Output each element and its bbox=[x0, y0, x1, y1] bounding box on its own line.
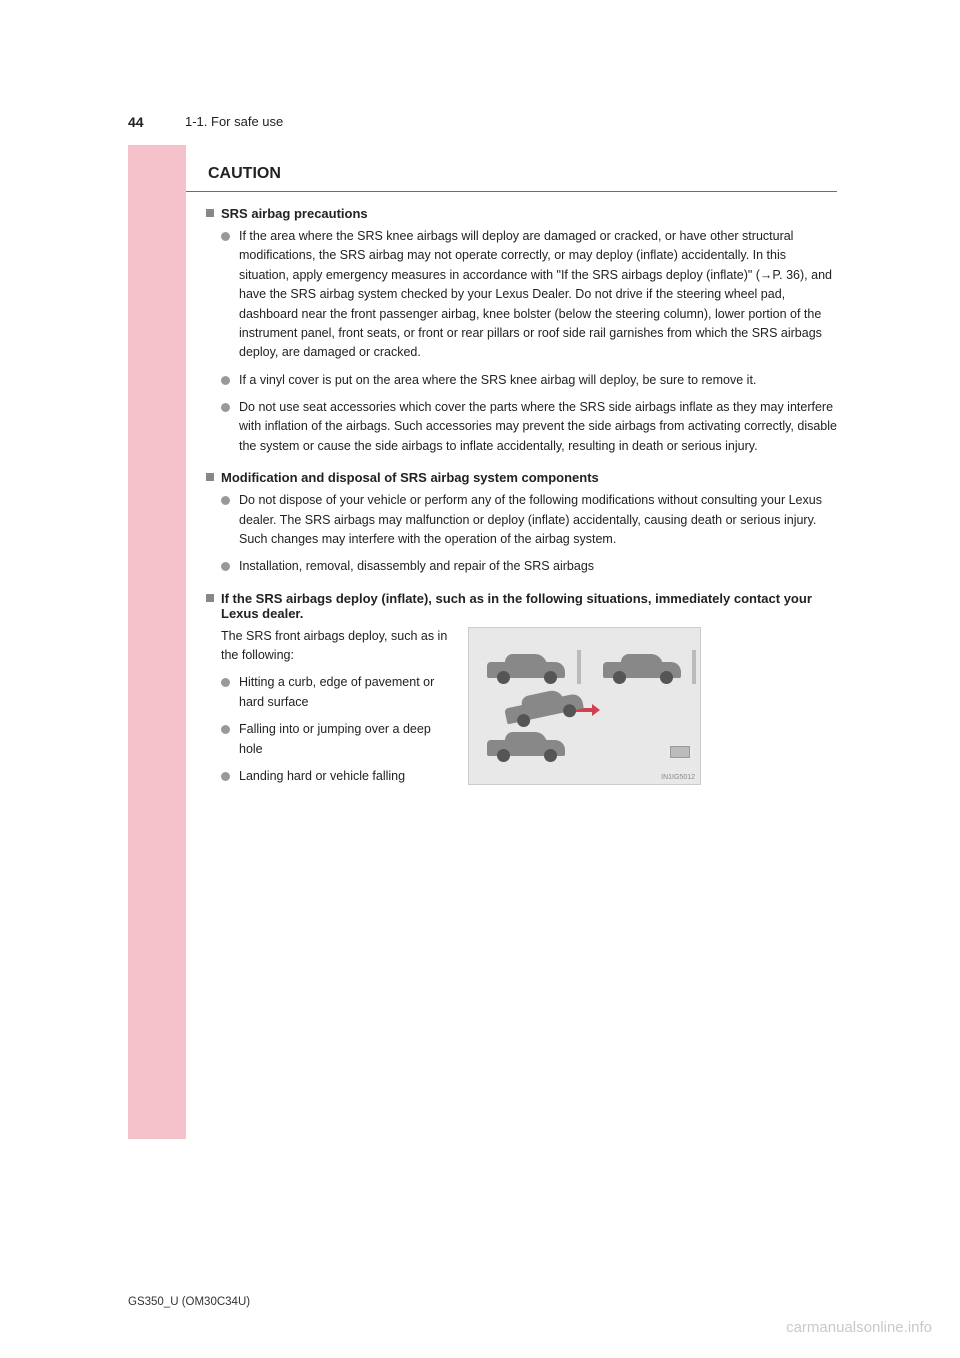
square-bullet-icon bbox=[206, 473, 214, 481]
sub-header-text: Modification and disposal of SRS airbag … bbox=[221, 470, 837, 485]
square-bullet-icon bbox=[206, 209, 214, 217]
bullet-item: If the area where the SRS knee airbags w… bbox=[206, 227, 837, 363]
divider-line bbox=[186, 191, 837, 192]
wall-icon bbox=[692, 650, 696, 684]
bullet-text: Do not dispose of your vehicle or perfor… bbox=[239, 491, 837, 549]
illustration-bottom-row bbox=[479, 724, 690, 762]
bullet-text: Falling into or jumping over a deep hole bbox=[239, 720, 456, 759]
bullet-text: Do not use seat accessories which cover … bbox=[239, 398, 837, 456]
car-icon bbox=[479, 646, 574, 684]
caution-box: CAUTION SRS airbag precautions If the ar… bbox=[186, 145, 837, 828]
bullet-text: Hitting a curb, edge of pavement or hard… bbox=[239, 673, 456, 712]
sub-section: SRS airbag precautions If the area where… bbox=[206, 206, 837, 456]
bullet-item: Do not use seat accessories which cover … bbox=[206, 398, 837, 456]
round-bullet-icon bbox=[221, 725, 230, 734]
sub-header: Modification and disposal of SRS airbag … bbox=[206, 470, 837, 485]
bullet-text: If a vinyl cover is put on the area wher… bbox=[239, 371, 837, 390]
airbag-illustration: IN1IG5012 bbox=[468, 627, 701, 785]
sub-header-text: If the SRS airbags deploy (inflate), suc… bbox=[221, 591, 837, 621]
watermark: carmanualsonline.info bbox=[786, 1319, 932, 1336]
round-bullet-icon bbox=[221, 232, 230, 241]
bullet-item: Falling into or jumping over a deep hole bbox=[206, 720, 456, 759]
bullet-text: If the area where the SRS knee airbags w… bbox=[239, 227, 837, 363]
sub-header-text: SRS airbag precautions bbox=[221, 206, 837, 221]
content-with-image: The SRS front airbags deploy, such as in… bbox=[206, 627, 837, 795]
car-icon bbox=[479, 724, 574, 762]
sub-header: If the SRS airbags deploy (inflate), suc… bbox=[206, 591, 837, 621]
round-bullet-icon bbox=[221, 772, 230, 781]
car-icon bbox=[595, 646, 690, 684]
page-number: 44 bbox=[128, 114, 144, 130]
bullet-item: Do not dispose of your vehicle or perfor… bbox=[206, 491, 837, 549]
round-bullet-icon bbox=[221, 496, 230, 505]
intro-text: The SRS front airbags deploy, such as in… bbox=[221, 627, 456, 666]
bullet-column: The SRS front airbags deploy, such as in… bbox=[206, 627, 456, 795]
bullet-text: Landing hard or vehicle falling bbox=[239, 767, 456, 786]
round-bullet-icon bbox=[221, 403, 230, 412]
bullet-item: If a vinyl cover is put on the area wher… bbox=[206, 371, 837, 390]
illustration-label: IN1IG5012 bbox=[661, 774, 695, 781]
section-header: 1-1. For safe use bbox=[185, 114, 283, 129]
bullet-item: Landing hard or vehicle falling bbox=[206, 767, 456, 786]
bullet-item: Hitting a curb, edge of pavement or hard… bbox=[206, 673, 456, 712]
square-bullet-icon bbox=[206, 594, 214, 602]
round-bullet-icon bbox=[221, 562, 230, 571]
curb-icon bbox=[670, 746, 690, 758]
footer-text: GS350_U (OM30C34U) bbox=[128, 1296, 250, 1308]
bullet-item: Installation, removal, disassembly and r… bbox=[206, 557, 837, 576]
content-area: CAUTION SRS airbag precautions If the ar… bbox=[128, 145, 837, 828]
round-bullet-icon bbox=[221, 376, 230, 385]
sub-header: SRS airbag precautions bbox=[206, 206, 837, 221]
bullet-text: Installation, removal, disassembly and r… bbox=[239, 557, 837, 576]
sub-section: Modification and disposal of SRS airbag … bbox=[206, 470, 837, 577]
sub-section: If the SRS airbags deploy (inflate), suc… bbox=[206, 591, 837, 795]
caution-title: CAUTION bbox=[208, 165, 837, 183]
round-bullet-icon bbox=[221, 678, 230, 687]
